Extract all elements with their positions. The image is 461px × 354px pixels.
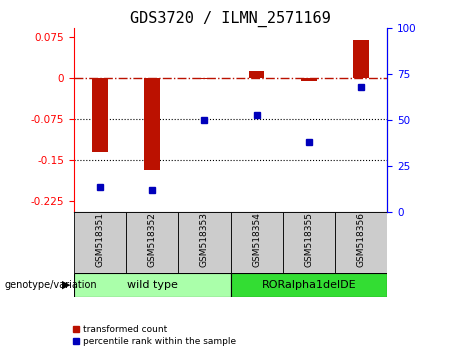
Text: GSM518353: GSM518353 — [200, 212, 209, 267]
Text: RORalpha1delDE: RORalpha1delDE — [261, 280, 356, 290]
Text: genotype/variation: genotype/variation — [5, 280, 97, 290]
Bar — [196, 78, 212, 79]
Text: ▶: ▶ — [62, 280, 71, 290]
Bar — [283, 212, 335, 273]
Text: GSM518356: GSM518356 — [357, 212, 366, 267]
Bar — [144, 78, 160, 170]
Bar — [126, 212, 178, 273]
Bar — [249, 71, 265, 78]
Bar — [353, 40, 369, 78]
Title: GDS3720 / ILMN_2571169: GDS3720 / ILMN_2571169 — [130, 11, 331, 27]
Bar — [92, 78, 108, 152]
Text: GSM518351: GSM518351 — [95, 212, 104, 267]
Text: GSM518354: GSM518354 — [252, 212, 261, 267]
Bar — [74, 273, 230, 297]
Text: GSM518355: GSM518355 — [304, 212, 313, 267]
Bar — [230, 212, 283, 273]
Bar — [230, 273, 387, 297]
Legend: transformed count, percentile rank within the sample: transformed count, percentile rank withi… — [69, 321, 240, 349]
Bar — [74, 212, 126, 273]
Bar — [335, 212, 387, 273]
Text: wild type: wild type — [127, 280, 177, 290]
Bar — [301, 78, 317, 81]
Text: GSM518352: GSM518352 — [148, 212, 157, 267]
Bar — [178, 212, 230, 273]
